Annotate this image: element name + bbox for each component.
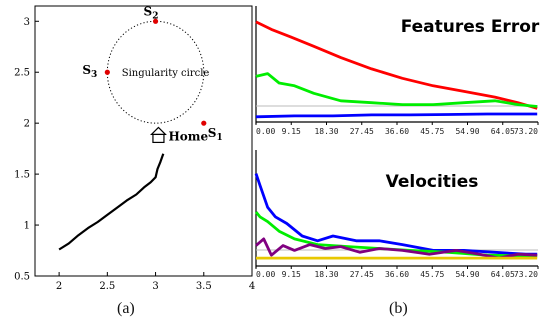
singularity-point-label: S1 bbox=[208, 126, 223, 143]
velocities-title: Velocities bbox=[386, 172, 479, 192]
home-label: Home bbox=[168, 129, 208, 143]
x-tick-label: 45.75 bbox=[420, 127, 444, 136]
x-tick-label: 73.20 bbox=[514, 127, 538, 136]
series-line-2 bbox=[255, 112, 538, 119]
series-line-1 bbox=[255, 72, 538, 108]
x-tick-label: 9.15 bbox=[282, 127, 301, 136]
x-tick-label: 64.05 bbox=[491, 270, 515, 279]
x-tick-label: 18.30 bbox=[314, 127, 338, 136]
series-line-2 bbox=[255, 237, 538, 260]
x-tick-label: 54.90 bbox=[455, 127, 479, 136]
x-tick-label: 27.45 bbox=[350, 127, 374, 136]
y-tick-label: 0.5 bbox=[14, 272, 30, 283]
trajectory-chart-svg: 2 2.5 3 3.5 4 0.5 1 1.5 2 2.5 3 Singularity circle S… bbox=[14, 4, 255, 292]
singularity-point-marker bbox=[104, 69, 110, 75]
x-tick-label: 36.60 bbox=[385, 127, 409, 136]
singularity-point-marker bbox=[152, 18, 159, 24]
x-tick-label: 18.30 bbox=[314, 270, 338, 279]
trajectory-line bbox=[58, 153, 165, 251]
x-tick-label: 73.20 bbox=[514, 270, 538, 279]
features-error-title: Features Error bbox=[401, 17, 540, 37]
x-tick-label: 54.90 bbox=[455, 270, 479, 279]
x-tick-label: 9.15 bbox=[282, 270, 301, 279]
y-tick-label: 2.5 bbox=[14, 68, 30, 79]
x-tick-label: 2.5 bbox=[99, 281, 115, 292]
singularity-circle-label: Singularity circle bbox=[122, 68, 210, 79]
series-line-0 bbox=[254, 173, 538, 256]
y-tick-label: 3 bbox=[24, 17, 30, 28]
y-tick-label: 2 bbox=[24, 119, 30, 130]
x-tick-label: 45.75 bbox=[420, 270, 444, 279]
x-tick-label: 3 bbox=[152, 281, 158, 292]
x-tick-label: 0.00 bbox=[256, 127, 275, 136]
home-icon-body bbox=[152, 133, 165, 144]
x-tick-label: 4 bbox=[249, 281, 255, 292]
home-icon bbox=[150, 126, 167, 144]
error-velocity-charts-svg: 0.00 9.15 18.30 27.45 36.60 45.75 54.90 64.05 73… bbox=[254, 6, 540, 279]
series-line-0 bbox=[255, 20, 538, 110]
y-tick-label: 1 bbox=[24, 221, 30, 232]
y-tick-label: 1.5 bbox=[14, 170, 30, 181]
singularity-point-marker bbox=[201, 120, 207, 126]
x-tick-label: 27.45 bbox=[350, 270, 374, 279]
singularity-circle bbox=[106, 20, 205, 124]
x-tick-label: 3.5 bbox=[196, 281, 212, 292]
x-tick-label: 0.00 bbox=[256, 270, 275, 279]
x-tick-label: 64.05 bbox=[491, 127, 515, 136]
series-line-1 bbox=[254, 211, 538, 258]
plot-frame bbox=[34, 5, 253, 277]
x-tick-label: 36.60 bbox=[385, 270, 409, 279]
caption-b: (b) bbox=[389, 300, 408, 317]
singularity-point-label: S2 bbox=[144, 4, 159, 21]
singularity-point-label: S3 bbox=[82, 63, 97, 80]
home-icon-roof bbox=[150, 126, 167, 136]
error-velocity-charts: 0.00 9.15 18.30 27.45 36.60 45.75 54.90 64.05 73… bbox=[252, 0, 540, 300]
x-tick-label: 2 bbox=[56, 281, 62, 292]
trajectory-chart: 2 2.5 3 3.5 4 0.5 1 1.5 2 2.5 3 Singularity circle S… bbox=[0, 0, 260, 300]
caption-a: (a) bbox=[117, 300, 135, 317]
